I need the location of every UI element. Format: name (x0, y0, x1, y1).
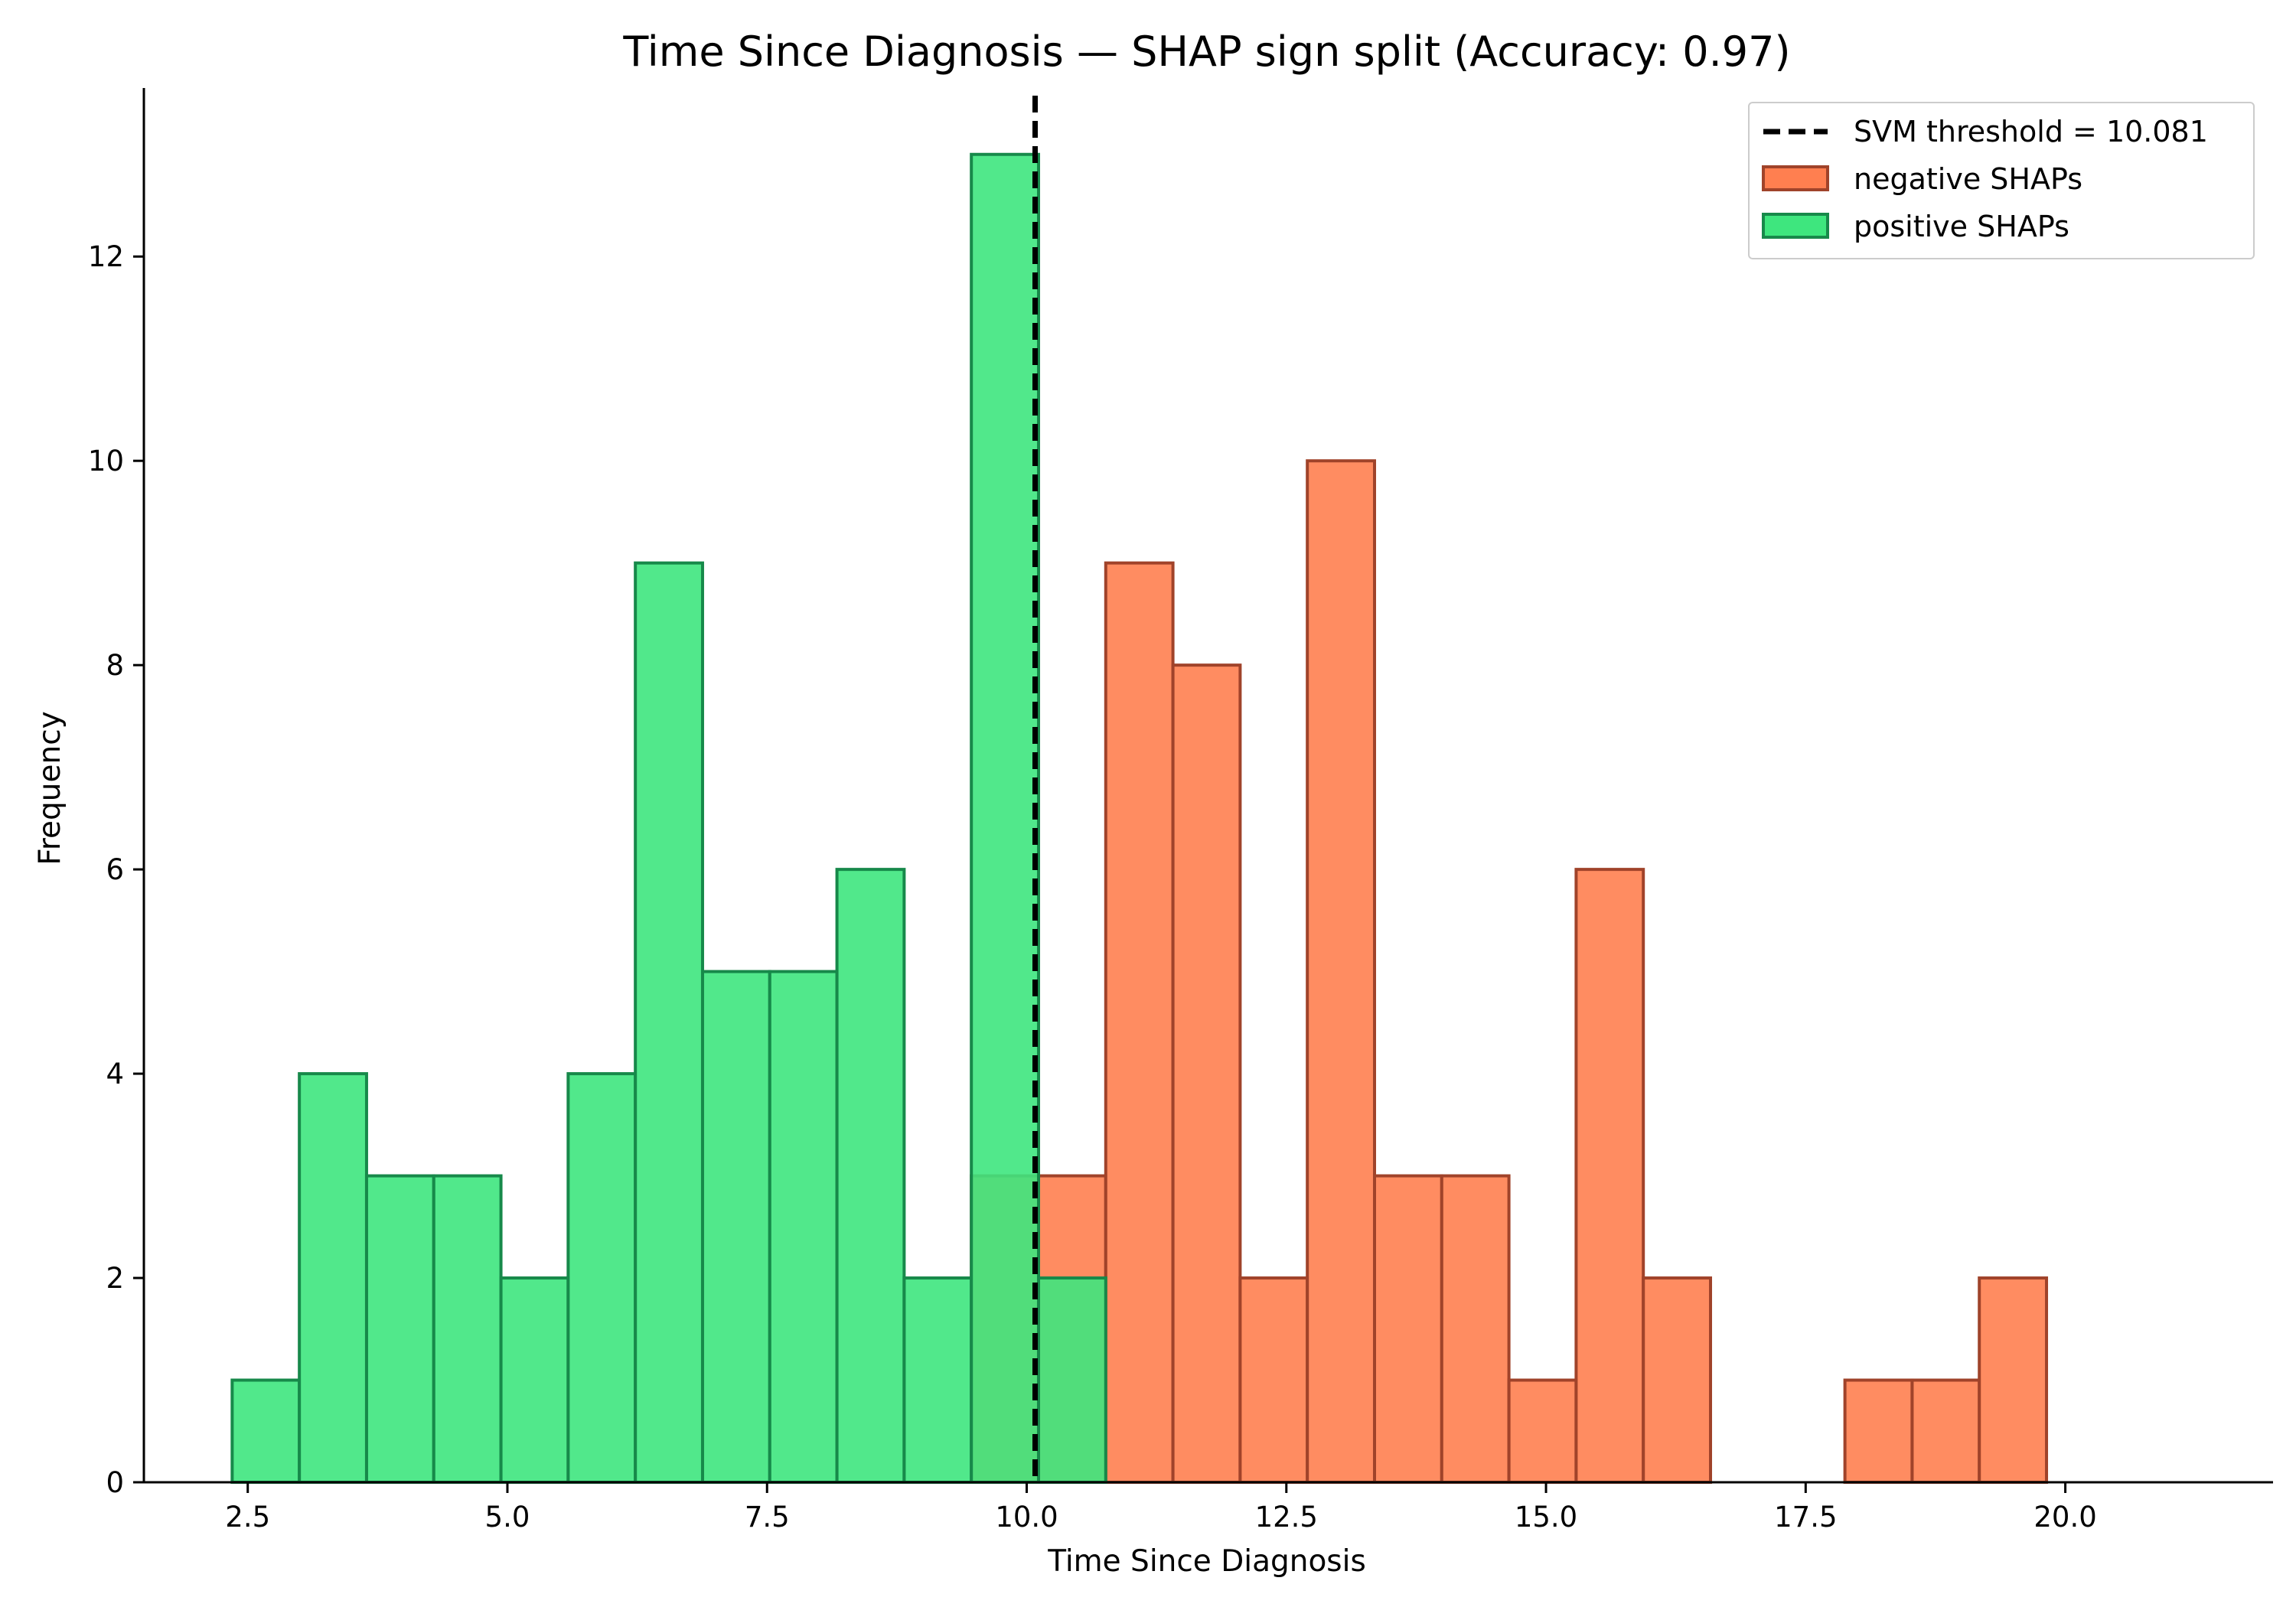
bar (1507, 1378, 1578, 1484)
chart-title: Time Since Diagnosis — SHAP sign split (… (622, 28, 1790, 76)
bar (902, 1276, 974, 1484)
bar (1104, 561, 1175, 1485)
legend-threshold-label: SVM threshold = 10.081 (1854, 115, 2208, 148)
x-tick-label: 5.0 (485, 1501, 530, 1534)
legend-positive-swatch (1762, 213, 1829, 239)
series-1 (230, 152, 1107, 1485)
bar (298, 1072, 368, 1484)
x-tick-label: 17.5 (1774, 1501, 1837, 1534)
bars-group (230, 152, 2049, 1485)
bar (835, 868, 906, 1484)
bar (970, 152, 1040, 1484)
bar (1238, 1276, 1309, 1484)
bar (1910, 1378, 1981, 1484)
bar (1440, 1174, 1511, 1484)
y-axis-label: Frequency (33, 711, 67, 865)
y-tick-label: 12 (88, 240, 124, 273)
bar (1372, 1174, 1443, 1484)
bar (364, 1174, 435, 1484)
bar (230, 1378, 302, 1484)
bar (432, 1174, 503, 1484)
y-tick-label: 0 (106, 1466, 124, 1499)
bar (1036, 1276, 1107, 1484)
bar (566, 1072, 638, 1484)
bar (1306, 459, 1376, 1485)
legend-positive-label: positive SHAPs (1854, 210, 2069, 243)
x-axis-label: Time Since Diagnosis (1047, 1544, 1366, 1579)
axes-group: 2.5 5.0 7.5 10.0 12.5 15.0 17.5 20.0 0 2 4 6 8 10 12 (88, 88, 2273, 1534)
y-tick-label: 2 (106, 1262, 124, 1295)
legend: SVM threshold = 10.081 negative SHAPs po… (1748, 102, 2255, 259)
bar (634, 561, 704, 1485)
legend-negative-label: negative SHAPs (1854, 162, 2082, 196)
bar (1574, 868, 1645, 1484)
bar (1171, 663, 1242, 1485)
y-tick-label: 4 (106, 1058, 124, 1090)
y-tick-label: 10 (88, 445, 124, 478)
bar (499, 1276, 570, 1484)
legend-negative-swatch (1762, 165, 1829, 191)
y-tick-label: 8 (106, 649, 124, 682)
series-0 (970, 459, 2049, 1485)
bar (1843, 1378, 1914, 1484)
x-tick-label: 12.5 (1255, 1501, 1318, 1534)
x-tick-label: 15.0 (1515, 1501, 1577, 1534)
legend-frame (1748, 102, 2255, 259)
bar (1978, 1276, 2049, 1484)
y-tick-label: 6 (106, 853, 124, 886)
x-tick-label: 10.0 (995, 1501, 1058, 1534)
bar (768, 970, 839, 1484)
bar (1642, 1276, 1713, 1484)
x-tick-label: 7.5 (745, 1501, 790, 1534)
bar (700, 970, 771, 1484)
x-tick-label: 2.5 (225, 1501, 270, 1534)
x-tick-label: 20.0 (2033, 1501, 2096, 1534)
